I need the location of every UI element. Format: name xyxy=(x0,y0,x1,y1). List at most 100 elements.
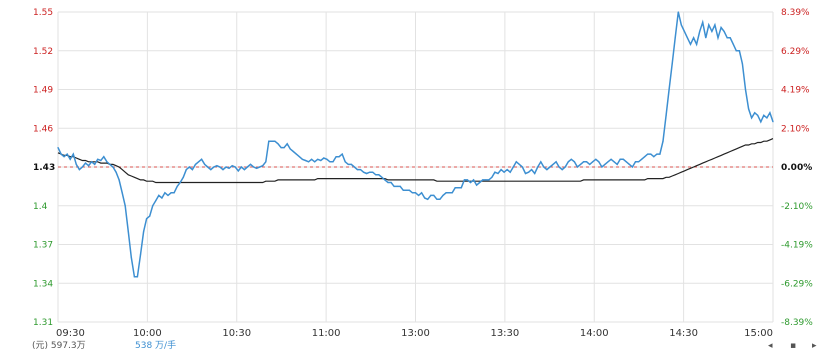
price-point xyxy=(308,161,310,163)
right-tick-label: 4.19% xyxy=(781,86,810,96)
price-point xyxy=(295,153,297,155)
price-point xyxy=(210,169,212,171)
price-point xyxy=(66,153,68,155)
price-point xyxy=(372,171,374,173)
price-point xyxy=(225,166,227,168)
price-point xyxy=(84,162,87,164)
time-tick-label: 15:00 xyxy=(744,328,773,339)
price-point xyxy=(179,181,181,184)
price-point xyxy=(509,171,511,173)
time-tick-label: 13:00 xyxy=(401,328,430,339)
price-point xyxy=(57,147,59,149)
price-point xyxy=(497,172,499,175)
price-point xyxy=(552,163,554,165)
price-point xyxy=(317,158,319,160)
left-tick-label: 1.55 xyxy=(33,8,53,18)
price-point xyxy=(757,114,759,116)
price-point xyxy=(399,185,401,187)
price-point xyxy=(473,179,475,181)
left-tick-label: 1.46 xyxy=(33,124,53,134)
price-point xyxy=(741,63,744,65)
prev-icon[interactable]: ◂ xyxy=(768,341,773,351)
price-point xyxy=(744,88,747,91)
price-point xyxy=(451,192,453,194)
price-point xyxy=(191,169,193,171)
nav-controls[interactable]: ◂ ▪ ▸ xyxy=(768,341,817,351)
price-point xyxy=(711,30,713,32)
price-point xyxy=(479,181,481,184)
price-point xyxy=(249,163,252,165)
next-icon[interactable]: ▸ xyxy=(812,341,817,351)
price-point xyxy=(115,171,117,173)
price-point xyxy=(375,174,377,176)
price-point xyxy=(152,205,154,207)
price-point xyxy=(607,161,609,163)
price-point xyxy=(91,161,93,163)
price-point xyxy=(748,108,750,110)
price-point xyxy=(246,166,248,168)
price-point xyxy=(155,200,157,202)
price-point xyxy=(149,215,151,217)
price-point xyxy=(491,176,493,178)
price-point xyxy=(760,121,762,123)
pause-icon[interactable]: ▪ xyxy=(790,341,796,351)
price-point xyxy=(216,165,218,167)
price-point xyxy=(518,163,521,165)
price-point xyxy=(772,121,774,123)
left-tick-label: 1.43 xyxy=(33,163,55,173)
price-point xyxy=(714,24,716,26)
price-point xyxy=(625,161,627,163)
price-point xyxy=(766,117,768,119)
price-point xyxy=(708,24,710,26)
price-point xyxy=(665,114,667,116)
price-point xyxy=(329,161,331,163)
price-point xyxy=(570,158,572,160)
volume-label: (元) 597.3万 xyxy=(32,341,86,351)
price-point xyxy=(347,163,349,165)
price-point xyxy=(610,158,612,160)
price-point xyxy=(298,156,300,158)
price-point xyxy=(466,179,468,181)
price-point xyxy=(644,156,646,158)
price-point xyxy=(405,189,407,191)
price-point xyxy=(78,169,80,171)
price-point xyxy=(469,181,472,184)
price-point xyxy=(402,189,404,191)
price-point xyxy=(696,43,698,45)
price-point xyxy=(653,156,655,158)
price-point xyxy=(418,194,420,196)
price-point xyxy=(100,159,102,162)
price-point xyxy=(411,192,413,194)
price-point xyxy=(301,158,303,160)
price-point xyxy=(213,166,215,168)
price-point xyxy=(231,165,233,167)
price-point xyxy=(631,166,634,168)
price-point xyxy=(106,161,108,163)
price-point xyxy=(524,172,527,175)
price-point xyxy=(506,169,508,171)
price-point xyxy=(381,176,383,178)
price-point xyxy=(112,166,114,168)
price-point xyxy=(488,179,490,181)
price-point xyxy=(436,198,438,200)
price-point xyxy=(387,181,389,184)
price-point xyxy=(240,166,242,168)
price-point xyxy=(173,192,175,194)
price-point xyxy=(531,169,533,171)
price-point xyxy=(143,231,145,233)
price-point xyxy=(243,169,245,171)
price-point xyxy=(103,156,105,158)
price-point xyxy=(222,169,224,171)
price-point xyxy=(353,166,355,168)
price-point xyxy=(677,11,679,13)
time-tick-label: 09:30 xyxy=(56,328,85,339)
price-point xyxy=(638,161,640,163)
price-point xyxy=(683,30,686,32)
price-point xyxy=(537,166,539,168)
price-point xyxy=(332,161,334,163)
price-point xyxy=(356,169,358,171)
price-point xyxy=(280,147,282,149)
price-point xyxy=(259,166,261,168)
price-point xyxy=(136,276,138,278)
right-tick-label: -2.10% xyxy=(781,202,813,212)
